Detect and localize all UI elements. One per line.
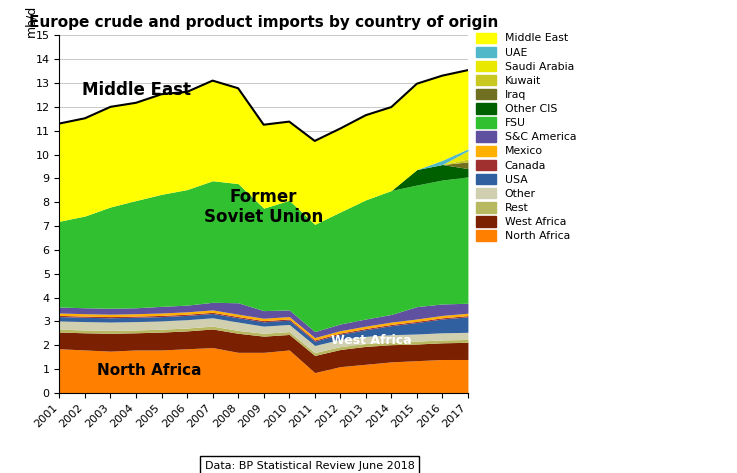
Text: Middle East: Middle East (82, 81, 190, 99)
Title: Europe crude and product imports by country of origin: Europe crude and product imports by coun… (29, 15, 498, 30)
Text: West Africa: West Africa (331, 334, 411, 347)
Text: Data: BP Statistical Review June 2018: Data: BP Statistical Review June 2018 (205, 461, 414, 471)
Legend: Middle East, UAE, Saudi Arabia, Kuwait, Iraq, Other CIS, FSU, S&C America, Mexic: Middle East, UAE, Saudi Arabia, Kuwait, … (472, 28, 580, 245)
Text: Former
Soviet Union: Former Soviet Union (204, 187, 324, 227)
Text: North Africa: North Africa (97, 363, 201, 378)
Y-axis label: mb/d: mb/d (24, 5, 37, 37)
